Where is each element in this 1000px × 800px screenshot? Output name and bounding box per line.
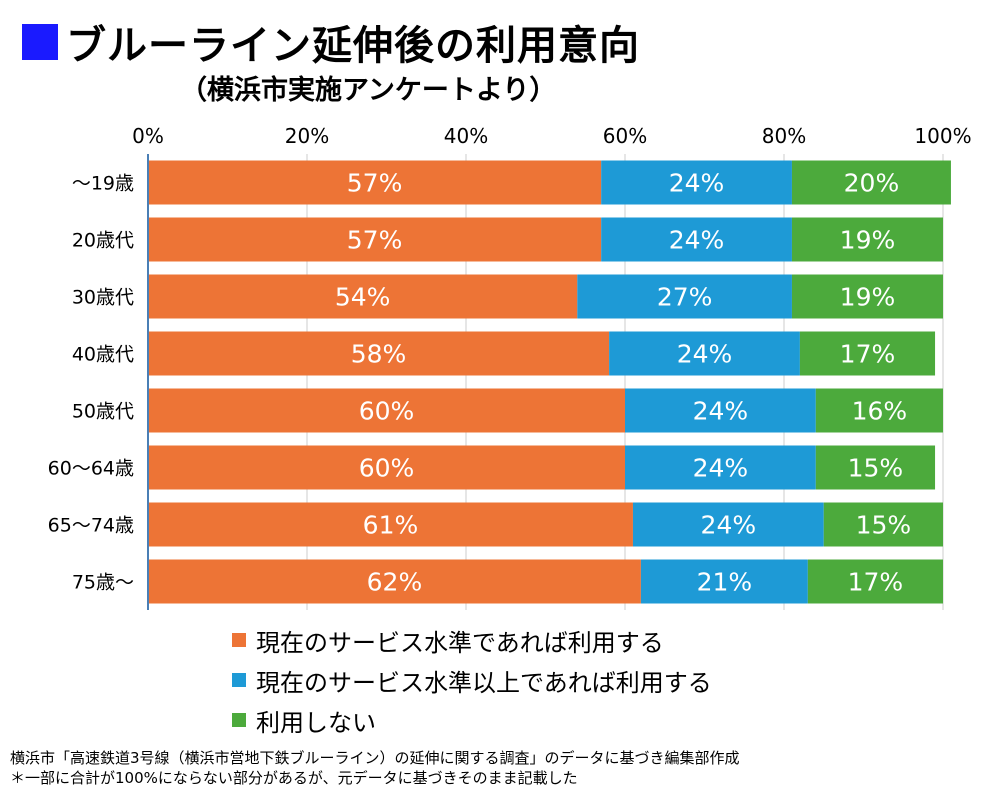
bar-segment: [799, 331, 936, 376]
bar-segment: [609, 331, 800, 376]
data-label: 17%: [840, 340, 896, 369]
bar-segment: [823, 502, 943, 547]
data-label: 17%: [848, 568, 904, 597]
x-tick-label: 60%: [603, 124, 647, 148]
bar-segment: [148, 502, 633, 547]
data-label: 21%: [697, 568, 753, 597]
bar-segment: [601, 217, 792, 262]
legend-swatch: [232, 673, 246, 687]
bar-segment: [148, 331, 610, 376]
bar-segment: [148, 274, 578, 319]
x-tick-label: 0%: [132, 124, 164, 148]
bar-segment: [148, 217, 602, 262]
data-label: 24%: [693, 397, 749, 426]
title-row: ブルーライン延伸後の利用意向: [22, 14, 640, 70]
x-tick-label: 20%: [285, 124, 329, 148]
category-label: 20歳代: [72, 230, 134, 252]
data-label: 19%: [840, 283, 896, 312]
data-label: 24%: [669, 226, 725, 255]
category-label: 60～64歳: [48, 458, 134, 480]
footnote: 横浜市「高速鉄道3号線（横浜市営地下鉄ブルーライン）の延伸に関する調査」のデータ…: [10, 748, 740, 788]
bar-segment: [815, 388, 943, 433]
legend-label: 現在のサービス水準であれば利用する: [256, 628, 664, 657]
category-label: 40歳代: [72, 344, 134, 366]
category-label: 75歳～: [72, 572, 134, 594]
data-label: 24%: [669, 169, 725, 198]
category-label: 30歳代: [72, 287, 134, 309]
legend-item-above-current-level: 現在のサービス水準以上であれば利用する: [232, 660, 712, 700]
bar-segment: [807, 559, 943, 604]
data-label: 15%: [848, 454, 904, 483]
data-label: 27%: [657, 283, 713, 312]
data-label: 24%: [693, 454, 749, 483]
bar-segment: [815, 445, 936, 490]
bar-segment: [640, 559, 808, 604]
bar-segment: [791, 217, 943, 262]
data-label: 58%: [351, 340, 407, 369]
title-square-icon: [22, 24, 58, 60]
legend-swatch: [232, 633, 246, 647]
bar-segment: [791, 274, 943, 319]
x-tick-label: 100%: [914, 124, 971, 148]
footnote-note: ＊一部に合計が100%にならない部分があるが、元データに基づきそのまま記載した: [10, 769, 578, 787]
chart-title: ブルーライン延伸後の利用意向: [66, 23, 640, 69]
footnote-source: 横浜市「高速鉄道3号線（横浜市営地下鉄ブルーライン）の延伸に関する調査」のデータ…: [10, 749, 740, 767]
data-label: 57%: [347, 169, 403, 198]
bar-segment: [632, 502, 824, 547]
bar-segment: [148, 559, 641, 604]
bar-segment: [791, 160, 951, 205]
data-label: 20%: [844, 169, 900, 198]
data-label: 54%: [335, 283, 391, 312]
label-layer: 57% 24% 20% 57% 24% 19% 54% 27% 19% 58% 24% 17% 60% 2…: [335, 169, 911, 597]
legend: 現在のサービス水準であれば利用する 現在のサービス水準以上であれば利用する 利用…: [232, 620, 712, 740]
legend-label: 利用しない: [256, 708, 376, 737]
bar-segment: [625, 445, 816, 490]
stacked-bar-chart: 57% 24% 20% 57% 24% 19% 54% 27% 19% 58% 24% 17% 60% 2…: [48, 124, 972, 610]
data-label: 61%: [363, 511, 419, 540]
category-label: 65～74歳: [48, 515, 134, 537]
data-label: 60%: [359, 397, 415, 426]
data-label: 24%: [701, 511, 757, 540]
x-tick-label: 80%: [762, 124, 806, 148]
bar-layer: [148, 160, 951, 604]
data-label: 24%: [677, 340, 733, 369]
data-label: 62%: [367, 568, 423, 597]
bar-segment: [577, 274, 792, 319]
bar-segment: [625, 388, 816, 433]
data-label: 16%: [852, 397, 908, 426]
bar-segment: [148, 445, 625, 490]
data-label: 57%: [347, 226, 403, 255]
legend-item-current-level: 現在のサービス水準であれば利用する: [232, 620, 712, 660]
bar-segment: [148, 160, 602, 205]
x-tick-label: 40%: [444, 124, 488, 148]
legend-label: 現在のサービス水準以上であれば利用する: [256, 668, 712, 697]
data-label: 15%: [856, 511, 912, 540]
axis-layer: 0% 20% 40% 60% 80% 100% ～19歳 20歳代 30歳代 40歳代 50歳代 60…: [48, 124, 972, 610]
category-label: ～19歳: [72, 173, 134, 195]
legend-swatch: [232, 713, 246, 727]
data-label: 60%: [359, 454, 415, 483]
bar-segment: [148, 388, 625, 433]
chart-subtitle: （横浜市実施アンケートより）: [180, 75, 557, 106]
data-label: 19%: [840, 226, 896, 255]
legend-item-not-use: 利用しない: [232, 700, 712, 740]
category-label: 50歳代: [72, 401, 134, 423]
bar-segment: [601, 160, 792, 205]
